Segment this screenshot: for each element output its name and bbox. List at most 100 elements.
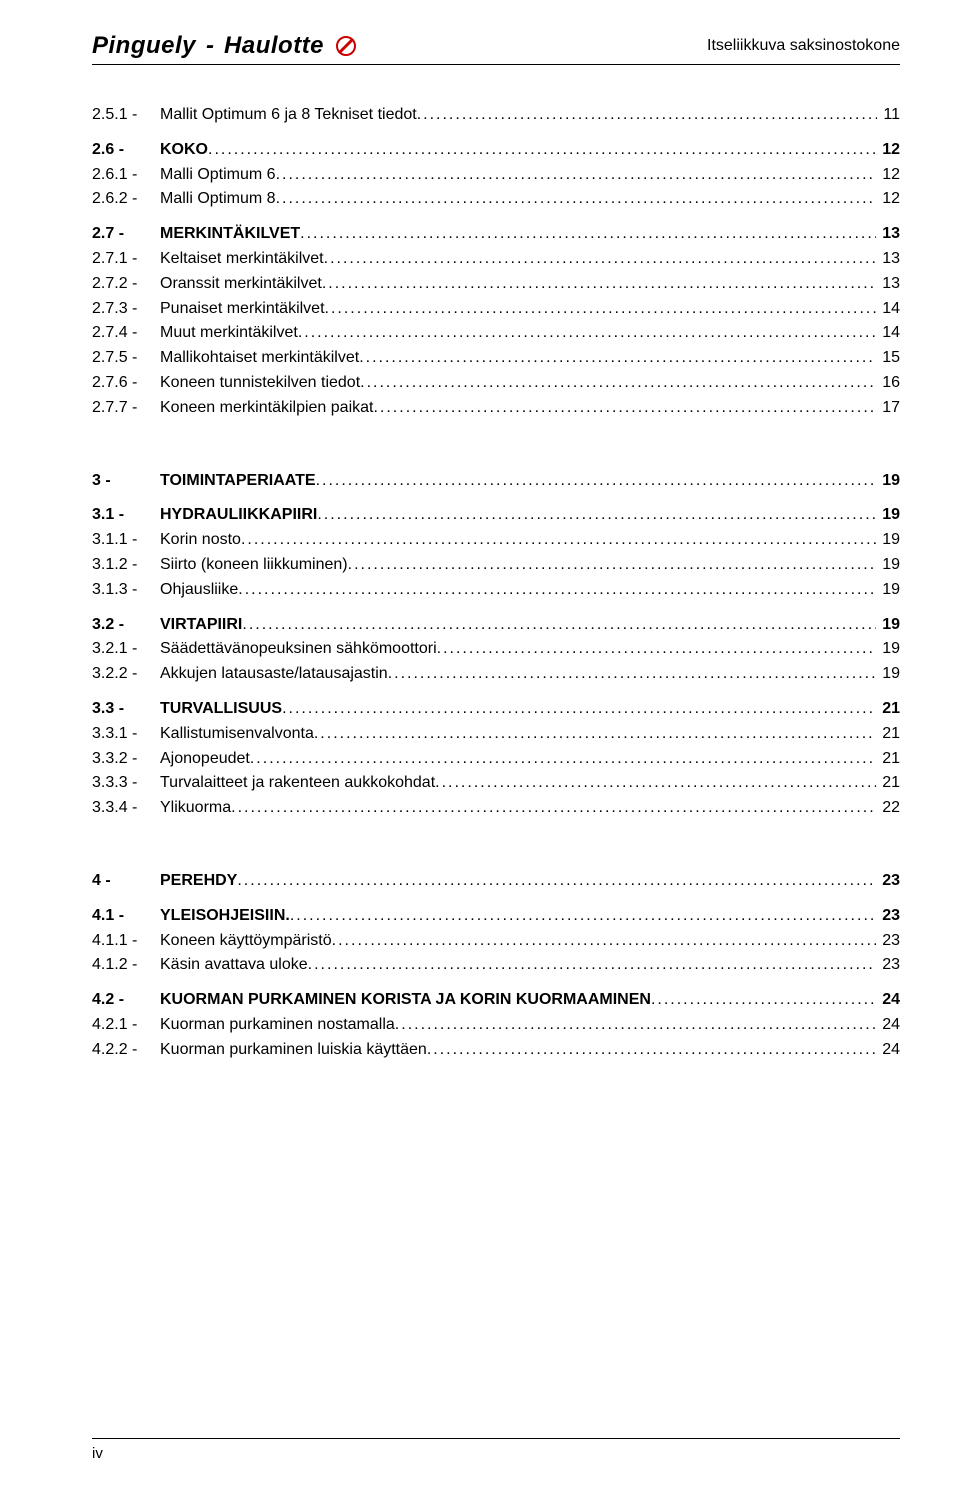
toc-page: 23 [876, 929, 900, 954]
toc-leader-dots [314, 722, 876, 747]
toc-number: 3.1.3 - [92, 578, 160, 603]
toc-leader-dots [348, 553, 877, 578]
toc-entry: 2.7.1 -Keltaiset merkintäkilvet13 [92, 247, 900, 272]
toc-number: 4.2 - [92, 988, 160, 1013]
toc-leader-dots [290, 904, 876, 929]
toc-label: Malli Optimum 8 [160, 187, 276, 212]
toc-number: 3.2.2 - [92, 662, 160, 687]
toc-page: 11 [877, 103, 900, 128]
toc-leader-dots [373, 396, 876, 421]
toc-label: YLEISOHJEISIIN. [160, 904, 290, 929]
toc-leader-dots [325, 297, 877, 322]
toc-page: 14 [876, 321, 900, 346]
toc-label: Siirto (koneen liikkuminen) [160, 553, 348, 578]
toc-label: Koneen käyttöympäristö [160, 929, 332, 954]
toc-number: 4.2.2 - [92, 1038, 160, 1063]
toc-label: Koneen tunnistekilven tiedot [160, 371, 360, 396]
toc-page: 22 [876, 796, 900, 821]
toc-label: Kallistumisenvalvonta [160, 722, 314, 747]
toc-entry: 3.3.1 -Kallistumisenvalvonta21 [92, 722, 900, 747]
toc-number: 4.2.1 - [92, 1013, 160, 1038]
toc-leader-dots [359, 346, 876, 371]
toc-page: 19 [876, 528, 900, 553]
toc-label: Malli Optimum 6 [160, 163, 276, 188]
toc-number: 3.2.1 - [92, 637, 160, 662]
toc-number: 4 - [92, 869, 160, 894]
toc-leader-dots [208, 138, 876, 163]
toc-number: 2.7.5 - [92, 346, 160, 371]
toc-entry: 4.1 -YLEISOHJEISIIN. 23 [92, 904, 900, 929]
toc-entry: 3.1 -HYDRAULIIKKAPIIRI19 [92, 503, 900, 528]
toc-number: 3 - [92, 469, 160, 494]
toc-entry: 2.7.4 -Muut merkintäkilvet 14 [92, 321, 900, 346]
toc-label: KOKO [160, 138, 208, 163]
toc-page: 16 [876, 371, 900, 396]
toc-entry: 4.1.2 -Käsin avattava uloke23 [92, 953, 900, 978]
toc-leader-dots [276, 187, 877, 212]
toc-leader-dots [360, 371, 876, 396]
toc-leader-dots [250, 747, 876, 772]
toc-entry: 2.6.2 -Malli Optimum 812 [92, 187, 900, 212]
toc-leader-dots [324, 247, 877, 272]
toc-leader-dots [237, 869, 876, 894]
toc-page: 19 [876, 662, 900, 687]
toc-number: 3.3.4 - [92, 796, 160, 821]
toc-label: Ylikuorma [160, 796, 231, 821]
toc-leader-dots [427, 1038, 876, 1063]
toc-page: 24 [876, 1038, 900, 1063]
toc-entry: 4.2.1 -Kuorman purkaminen nostamalla 24 [92, 1013, 900, 1038]
toc-page: 24 [876, 988, 900, 1013]
toc-leader-dots [395, 1013, 876, 1038]
toc-number: 3.3.2 - [92, 747, 160, 772]
toc-number: 2.7.4 - [92, 321, 160, 346]
toc-label: TURVALLISUUS [160, 697, 282, 722]
toc-label: VIRTAPIIRI [160, 613, 242, 638]
toc-label: TOIMINTAPERIAATE [160, 469, 316, 494]
toc-number: 2.6.2 - [92, 187, 160, 212]
toc-leader-dots [298, 321, 876, 346]
toc-page: 24 [876, 1013, 900, 1038]
toc-label: PEREHDY [160, 869, 237, 894]
toc-page: 23 [876, 904, 900, 929]
toc-entry: 3.3.3 -Turvalaitteet ja rakenteen aukkok… [92, 771, 900, 796]
toc-gap [92, 821, 900, 869]
toc-entry: 2.7.3 -Punaiset merkintäkilvet14 [92, 297, 900, 322]
toc-number: 2.7.2 - [92, 272, 160, 297]
toc-page: 21 [876, 771, 900, 796]
toc-gap [92, 603, 900, 613]
brand: Pinguely - Haulotte [92, 32, 358, 60]
toc-entry: 3.3.2 -Ajonopeudet21 [92, 747, 900, 772]
toc-label: Mallit Optimum 6 ja 8 Tekniset tiedot [160, 103, 417, 128]
toc-label: Turvalaitteet ja rakenteen aukkokohdat [160, 771, 435, 796]
toc-entry: 3.1.3 -Ohjausliike19 [92, 578, 900, 603]
toc-page: 23 [876, 953, 900, 978]
toc-leader-dots [308, 953, 877, 978]
toc-gap [92, 894, 900, 904]
brand-right: Haulotte [224, 32, 324, 60]
toc-entry: 2.6 -KOKO12 [92, 138, 900, 163]
toc-label: MERKINTÄKILVET [160, 222, 300, 247]
toc-number: 3.3.3 - [92, 771, 160, 796]
toc-entry: 3.1.2 -Siirto (koneen liikkuminen)19 [92, 553, 900, 578]
toc-label: Oranssit merkintäkilvet [160, 272, 322, 297]
toc-gap [92, 128, 900, 138]
page-footer: iv [92, 1438, 900, 1462]
brand-separator: - [206, 32, 214, 60]
toc-label: Kuorman purkaminen luiskia käyttäen [160, 1038, 427, 1063]
toc-page: 14 [876, 297, 900, 322]
toc-entry: 3.1.1 -Korin nosto19 [92, 528, 900, 553]
toc-page: 13 [876, 272, 900, 297]
toc-label: Koneen merkintäkilpien paikat [160, 396, 373, 421]
toc-gap [92, 687, 900, 697]
toc-number: 4.1 - [92, 904, 160, 929]
toc-entry: 3.2.2 -Akkujen latausaste/latausajastin1… [92, 662, 900, 687]
toc-page: 12 [876, 138, 900, 163]
toc-entry: 2.7.7 -Koneen merkintäkilpien paikat17 [92, 396, 900, 421]
toc-label: Muut merkintäkilvet [160, 321, 298, 346]
toc-entry: 4 -PEREHDY23 [92, 869, 900, 894]
toc-page: 21 [876, 722, 900, 747]
toc-leader-dots [317, 503, 876, 528]
toc-entry: 2.5.1 -Mallit Optimum 6 ja 8 Tekniset ti… [92, 103, 900, 128]
toc-number: 3.2 - [92, 613, 160, 638]
toc-label: Kuorman purkaminen nostamalla [160, 1013, 395, 1038]
